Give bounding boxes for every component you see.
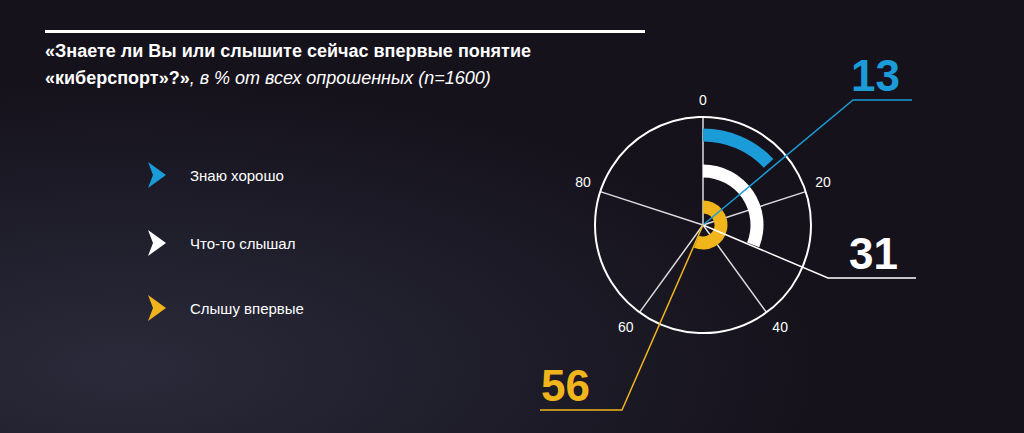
svg-text:20: 20 [815,174,831,190]
svg-text:13: 13 [851,51,900,100]
svg-text:0: 0 [699,92,707,108]
svg-text:56: 56 [541,361,590,410]
svg-text:80: 80 [575,174,591,190]
svg-text:60: 60 [618,319,634,335]
html-text:Что-то слышал: Что-то слышал [190,234,296,252]
html-text:Знаю хорошо: Знаю хорошо [190,166,284,184]
svg-text:31: 31 [849,229,898,278]
html-text:Слышу впервые: Слышу впервые [190,299,304,317]
svg-text:40: 40 [772,319,788,335]
html-text:«Знаете ли Вы или слышите сейч: «Знаете ли Вы или слышите сейчас впервые… [45,41,531,88]
